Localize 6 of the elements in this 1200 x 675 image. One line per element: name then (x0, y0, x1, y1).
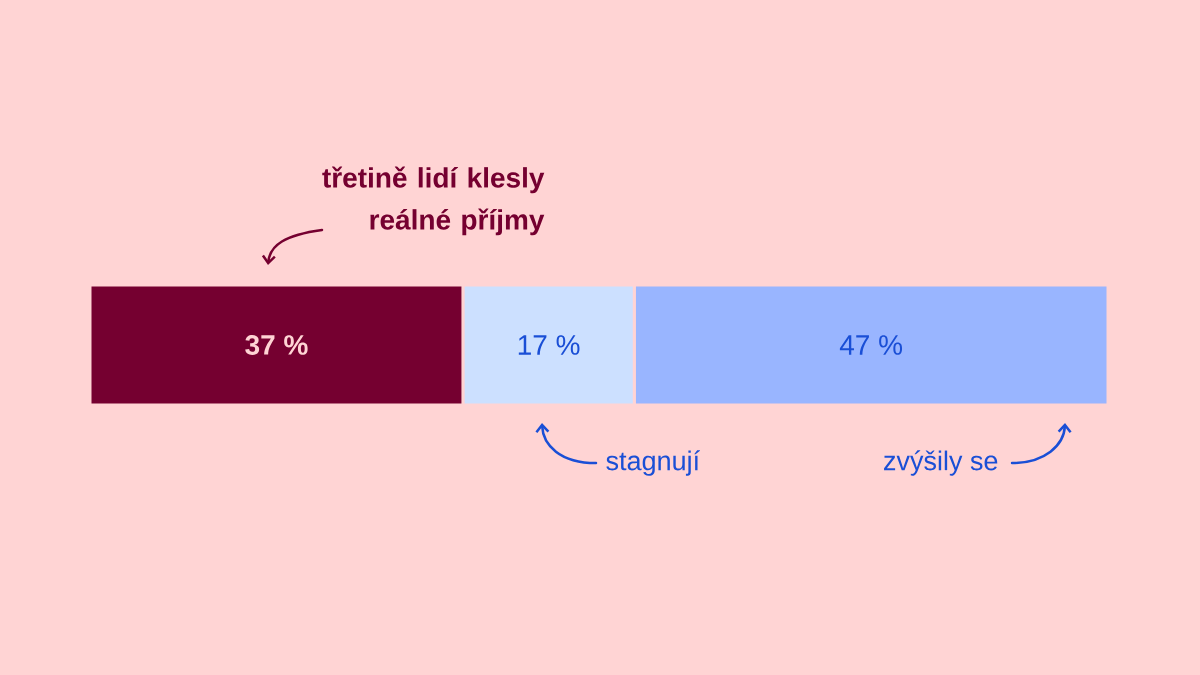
text: stagnují (606, 450, 700, 476)
data-label: 17 % (518, 335, 580, 355)
text: zvýšily se (884, 450, 998, 476)
text: třetině lidí klesly reálné příjmy (322, 166, 545, 236)
data-label: 37 % (245, 335, 308, 355)
data-label: 47 % (839, 335, 903, 355)
